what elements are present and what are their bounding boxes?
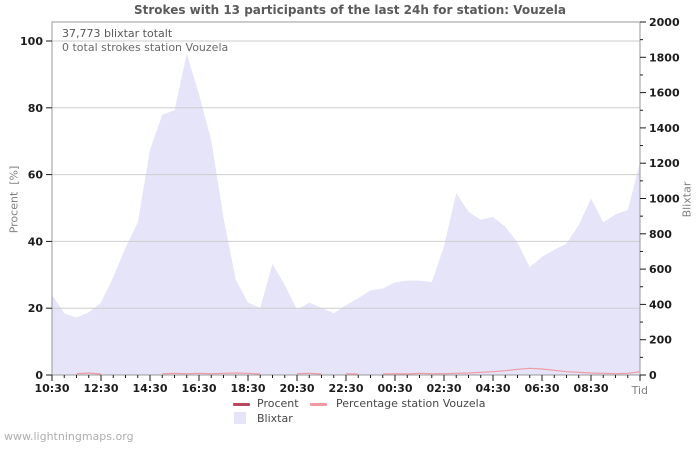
legend-procent-label: Procent [257,397,299,410]
legend-blixtar-label: Blixtar [257,412,293,425]
legend-percentage-swatch [310,403,327,406]
blixtar-area [52,53,640,376]
annotation-station-strokes: 0 total strokes station Vouzela [62,41,229,54]
left-tick-label: 100 [20,35,43,48]
chart-title: Strokes with 13 participants of the last… [134,3,566,17]
y-axis-label-left: Procent [%] [7,165,21,234]
x-tick-label: 20:30 [279,382,314,395]
x-tick-label: 02:30 [426,382,461,395]
x-tick-label: 08:30 [573,382,608,395]
watermark: www.lightningmaps.org [4,430,134,443]
x-tick-label: 12:30 [83,382,118,395]
x-tick-label: 00:30 [377,382,412,395]
percentage-line [162,372,261,375]
right-tick-label: 400 [649,298,672,311]
x-tick-label: 16:30 [181,382,216,395]
left-tick-label: 20 [28,302,44,315]
left-tick-label: 40 [28,235,44,248]
x-tick-label: 10:30 [34,382,69,395]
right-tick-label: 200 [649,334,672,347]
left-tick-label: 80 [28,102,44,115]
y-axis-label-right: Blixtar [680,181,694,218]
right-tick-label: 1600 [649,87,680,100]
percentage-line [76,372,102,375]
right-tick-label: 0 [649,369,657,382]
x-axis-label: Tid [631,384,648,397]
legend-procent-swatch [233,403,250,406]
x-tick-label: 14:30 [132,382,167,395]
right-tick-label: 2000 [649,16,680,29]
right-tick-label: 600 [649,263,672,276]
right-tick-label: 1200 [649,157,680,170]
annotation-total-strokes: 37,773 blixtar totalt [62,27,173,40]
x-tick-label: 06:30 [524,382,559,395]
right-tick-label: 1800 [649,51,680,64]
left-tick-label: 0 [35,369,43,382]
x-tick-label: 22:30 [328,382,363,395]
x-tick-label: 18:30 [230,382,265,395]
left-tick-label: 60 [28,169,44,182]
right-tick-label: 1000 [649,193,680,206]
right-tick-label: 1400 [649,122,680,135]
percentage-line [382,367,641,375]
x-tick-label: 04:30 [475,382,510,395]
legend-blixtar-swatch [234,412,246,424]
right-tick-label: 800 [649,228,672,241]
legend-percentage-label: Percentage station Vouzela [336,397,486,410]
percentage-line [296,372,322,375]
